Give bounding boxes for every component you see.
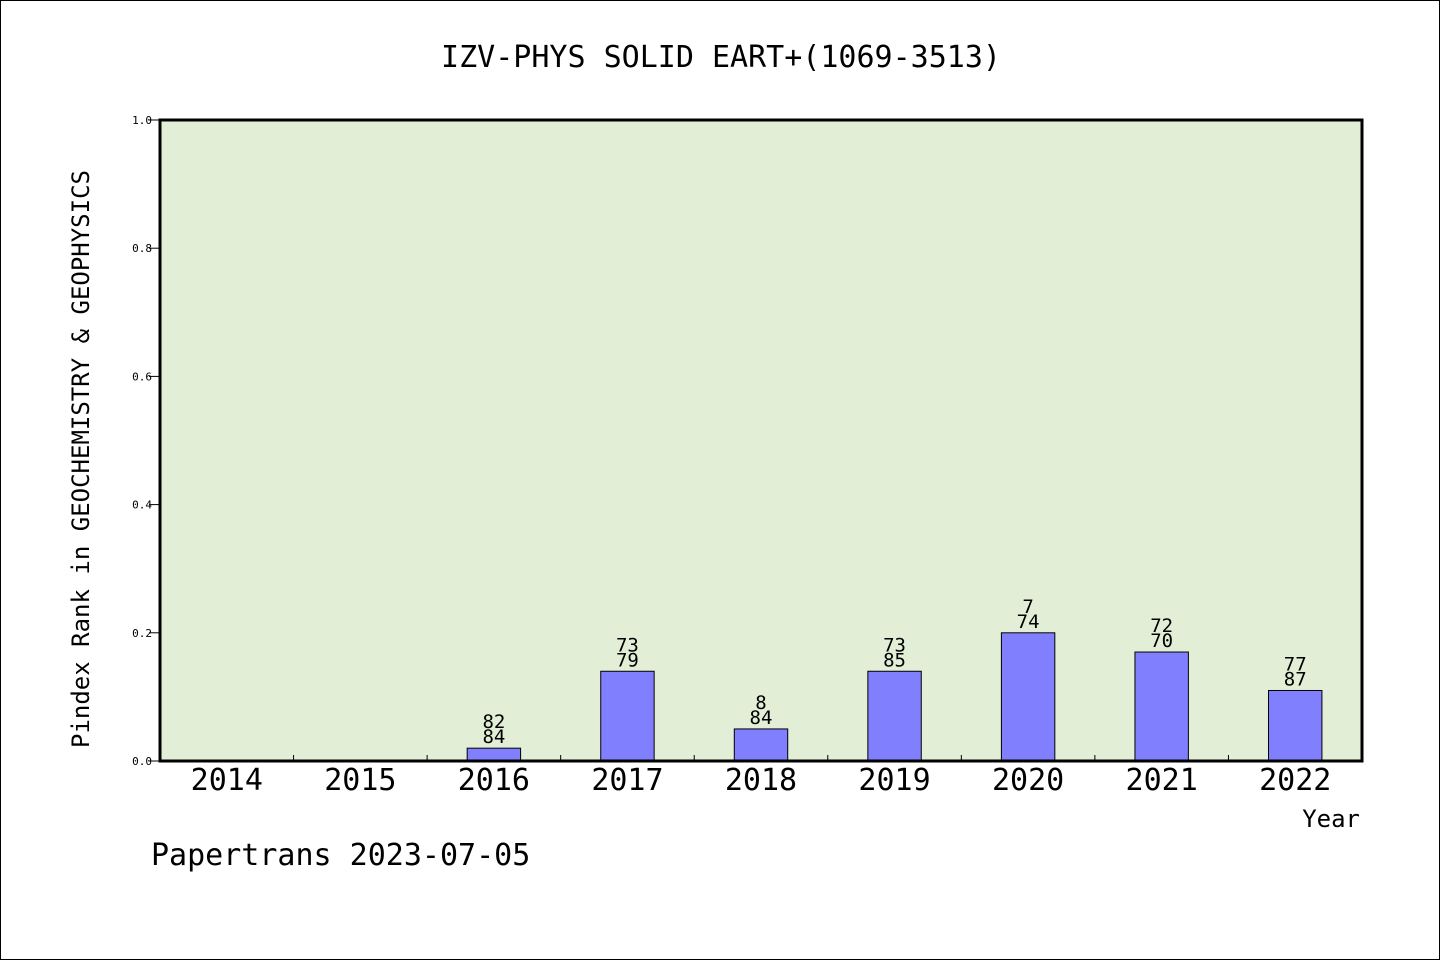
x-tick-label-2014: 2014 — [191, 763, 263, 798]
y-tick-label: 0.2 — [132, 627, 152, 640]
x-tick-label-2019: 2019 — [858, 763, 930, 798]
y-tick-label: 0.0 — [132, 755, 152, 768]
bar-label-top-2019: 73 — [883, 634, 906, 656]
bar-label-bottom-2017: 79 — [616, 649, 639, 671]
bar-2018 — [733, 728, 789, 762]
x-tick-label-2018: 2018 — [725, 763, 797, 798]
bar-label-bottom-2020: 74 — [1017, 611, 1040, 633]
bar-2017 — [600, 670, 655, 762]
x-axis-label: Year — [1302, 805, 1360, 833]
bar-label-bottom-2022: 87 — [1284, 668, 1307, 690]
bar-label-bottom-2018: 84 — [750, 707, 773, 729]
y-tick-label: 0.8 — [132, 242, 152, 255]
bar-2021 — [1134, 651, 1189, 762]
bar-2020 — [1000, 632, 1056, 762]
x-tick-label-2017: 2017 — [591, 763, 663, 798]
plot-border — [158, 118, 1364, 763]
bar-label-top-2017: 73 — [616, 634, 639, 656]
bar-label-top-2022: 77 — [1284, 653, 1307, 675]
y-tick-label: 0.6 — [132, 370, 152, 383]
bar-label-top-2016: 82 — [482, 711, 505, 733]
footer-text: Papertrans 2023-07-05 — [151, 838, 530, 873]
bar-label-bottom-2016: 84 — [482, 726, 505, 748]
bar-2022 — [1268, 689, 1323, 762]
bar-label-bottom-2019: 85 — [883, 649, 906, 671]
y-tick-label: 1.0 — [132, 114, 152, 127]
bar-label-top-2021: 72 — [1150, 615, 1173, 637]
x-tick-label-2021: 2021 — [1126, 763, 1198, 798]
chart-title: IZV-PHYS SOLID EART+(1069-3513) — [441, 40, 1001, 75]
x-tick-label-2016: 2016 — [458, 763, 530, 798]
x-tick-label-2020: 2020 — [992, 763, 1064, 798]
x-tick-label-2015: 2015 — [324, 763, 396, 798]
x-tick-label-2022: 2022 — [1259, 763, 1331, 798]
y-axis-label: Pindex Rank in GEOCHEMISTRY & GEOPHYSICS — [67, 170, 95, 748]
bar-label-bottom-2021: 70 — [1150, 630, 1173, 652]
bar-2016 — [466, 747, 522, 762]
bar-2019 — [867, 670, 922, 762]
bar-label-top-2018: 8 — [755, 692, 766, 714]
bar-label-top-2020: 7 — [1022, 596, 1033, 618]
y-tick-label: 0.4 — [132, 499, 152, 512]
